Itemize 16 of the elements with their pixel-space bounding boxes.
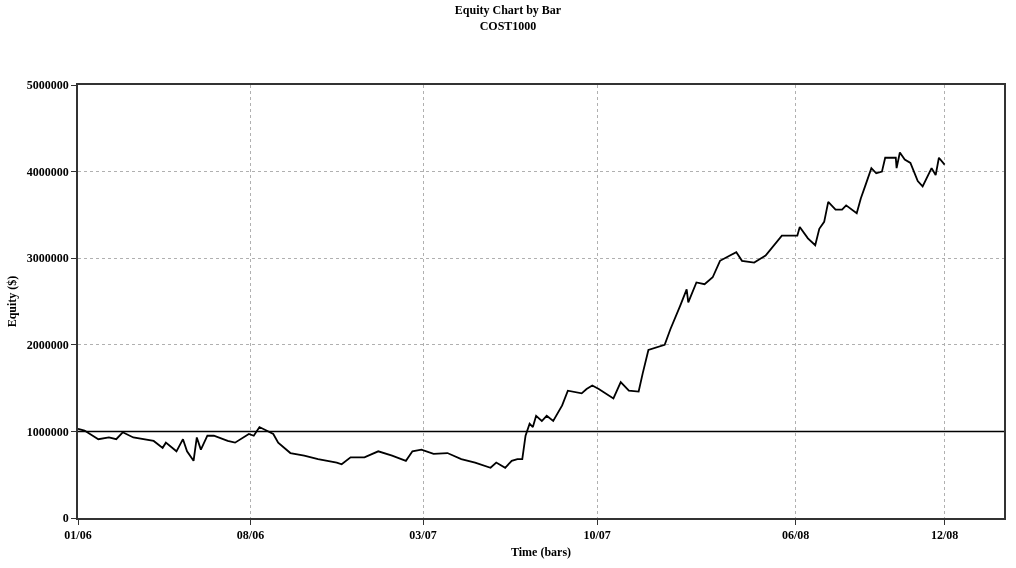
y-tick-label: 3000000 — [26, 251, 69, 266]
x-tick-label: 01/06 — [64, 528, 92, 543]
chart-subtitle: COST1000 — [479, 18, 537, 33]
x-tick-label: 06/08 — [782, 528, 810, 543]
x-tick-label: 03/07 — [409, 528, 437, 543]
chart-title: Equity Chart by Bar — [454, 3, 562, 18]
x-tick-label: 08/06 — [236, 528, 265, 543]
x-axis-title: Time (bars) — [510, 544, 572, 559]
y-tick-label: 1000000 — [26, 424, 69, 439]
x-tick-label: 10/07 — [583, 528, 611, 543]
y-tick-label: 0 — [62, 511, 69, 526]
y-tick-label: 2000000 — [26, 338, 69, 352]
x-tick-label: 12/08 — [930, 528, 959, 543]
y-tick-label: 4000000 — [26, 164, 69, 179]
y-axis-title: Equity ($) — [4, 275, 19, 328]
y-tick-label: 5000000 — [26, 78, 69, 93]
